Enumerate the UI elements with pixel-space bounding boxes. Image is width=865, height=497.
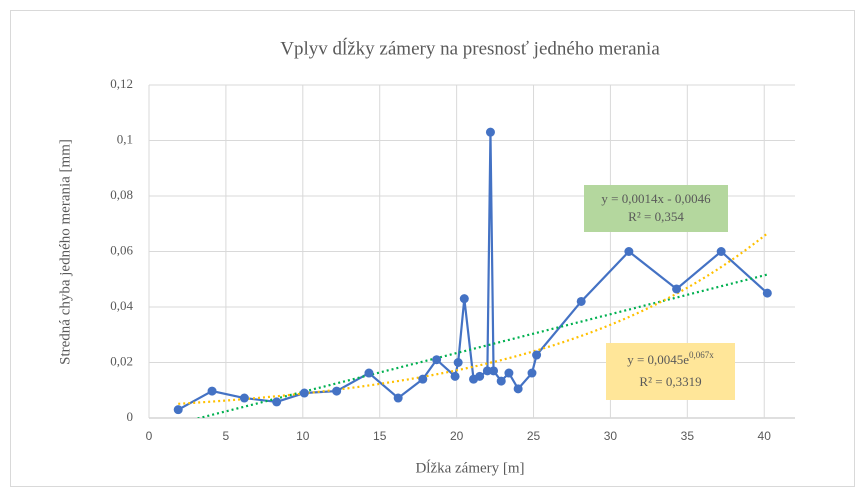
data-point [513, 384, 523, 394]
y-tick-label: 0,02 [110, 353, 133, 368]
data-point [485, 127, 495, 137]
equation-text: y = 0,0045e [627, 352, 689, 367]
equation-text: y = 0,0014x - 0,0046 [601, 191, 711, 206]
data-point [532, 350, 542, 360]
x-tick-label: 15 [373, 429, 387, 443]
y-tick-label: 0 [127, 409, 134, 424]
x-tick-label: 10 [296, 429, 310, 443]
x-tick-label: 20 [450, 429, 464, 443]
x-tick-label: 25 [527, 429, 541, 443]
trendline [178, 232, 768, 405]
data-point [418, 374, 428, 384]
data-point [393, 393, 403, 403]
data-point [504, 368, 514, 378]
data-point [576, 296, 586, 306]
y-axis-label: Stredná chyba jedného merania [mm] [57, 139, 73, 365]
data-point [453, 358, 463, 367]
data-point [762, 288, 772, 298]
data-point [332, 386, 342, 396]
y-tick-label: 0,06 [110, 242, 133, 257]
data-point [432, 355, 442, 365]
equation-exponent: 0,067x [689, 350, 714, 360]
x-tick-label: 30 [604, 429, 618, 443]
data-point [450, 371, 460, 381]
y-tick-label: 0,04 [110, 298, 133, 313]
data-point [624, 247, 634, 256]
y-tick-label: 0,12 [110, 76, 133, 91]
trendline-equation: y = 0,0045e0,067x [627, 350, 714, 367]
data-point [239, 393, 249, 403]
data-point [489, 366, 499, 376]
x-tick-label: 35 [681, 429, 695, 443]
trendline-r2: R² = 0,354 [628, 209, 684, 224]
equation-box [584, 185, 728, 232]
data-point [207, 386, 217, 396]
data-point [716, 247, 726, 256]
data-point [672, 284, 682, 294]
x-tick-label: 0 [146, 429, 153, 443]
equation-box [606, 343, 735, 400]
data-point [364, 368, 374, 378]
data-point [475, 371, 485, 381]
data-point [482, 366, 492, 376]
chart-title: Vplyv dĺžky zámery na presnosť jedného m… [280, 37, 660, 59]
x-tick-label: 40 [758, 429, 772, 443]
y-tick-label: 0,08 [110, 187, 133, 202]
trendline-equation: y = 0,0014x - 0,0046 [601, 191, 711, 206]
y-tick-label: 0,1 [117, 131, 133, 146]
x-tick-label: 5 [223, 429, 230, 443]
trendline-r2: R² = 0,3319 [639, 374, 701, 389]
x-axis-label: Dĺžka zámery [m] [415, 459, 524, 476]
data-point [173, 405, 183, 415]
data-point [299, 388, 309, 398]
data-point [459, 294, 469, 304]
chart-border [10, 10, 855, 487]
data-point [527, 368, 537, 378]
data-point [272, 397, 282, 407]
data-point [496, 376, 506, 386]
